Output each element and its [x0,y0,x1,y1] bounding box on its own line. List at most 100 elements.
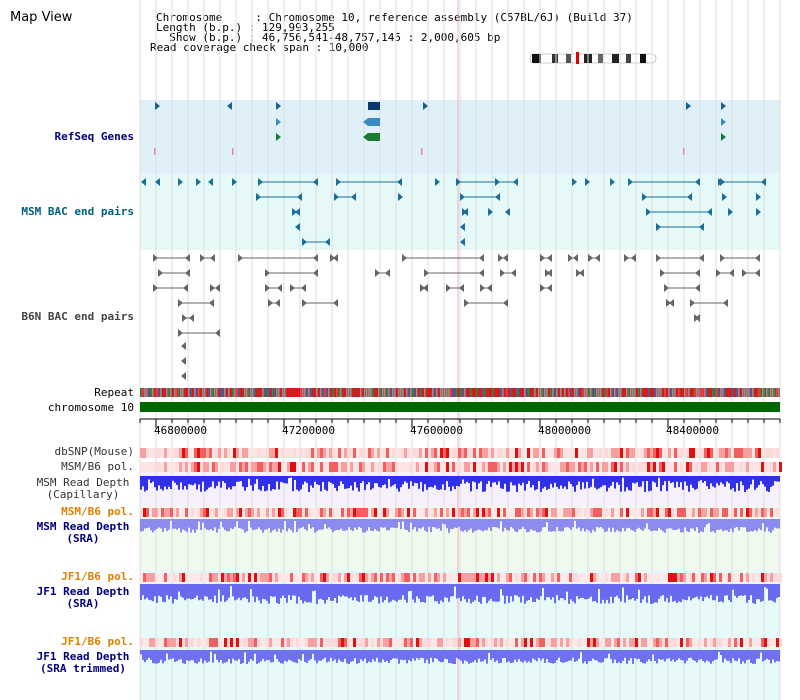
track-label-jf1-depth-sra[interactable]: JF1 Read Depth (SRA) [36,585,130,610]
bac-end-arrow [423,284,428,292]
feature-glyphs[interactable] [141,102,766,380]
chromosome-ideogram[interactable] [529,52,657,64]
repeat-segment [166,388,168,397]
jf1-trim-depth-bar [238,650,240,660]
track-label-msm-b6-pol-sra[interactable]: MSM/B6 pol. [61,505,134,518]
jf1-sra-depth-bar [502,584,504,596]
track-label-repeat[interactable]: Repeat [94,386,134,399]
heat-cell [377,448,380,458]
heatmap-tracks[interactable] [140,448,782,647]
heat-cell [692,448,695,458]
track-label-jf1-depth-trimmed[interactable]: JF1 Read Depth (SRA trimmed) [36,650,130,675]
msm-capillary-depth-bar [200,476,202,492]
msm-sra-depth-bar [214,519,216,528]
heat-cell [284,508,287,517]
msm-sra-depth-bar [308,519,310,525]
jf1-trim-depth-bar [614,650,616,660]
bac-end-arrow [464,299,469,307]
heat-cell [392,462,395,472]
jf1-sra-depth-bar [366,584,368,596]
heat-cell [509,573,512,582]
bac-end-arrow [336,178,341,186]
repeat-segment [144,388,146,397]
msm-sra-depth-bar [380,519,382,528]
heat-cell [671,508,674,517]
repeat-track[interactable] [140,388,780,397]
msm-sra-depth-bar [522,519,524,527]
heat-cell [686,448,689,458]
jf1-trim-depth-bar [300,650,302,661]
msm-capillary-depth-bar [754,476,756,490]
jf1-sra-depth-bar [200,584,202,600]
heat-cell [629,638,632,647]
msm-sra-depth-bar [746,519,748,532]
track-label-jf1-b6-pol-trimmed[interactable]: JF1/B6 pol. [61,635,134,648]
heat-cell [149,573,152,582]
jf1-sra-depth-bar [188,584,190,599]
track-label-refseq[interactable]: RefSeq Genes [54,130,134,143]
repeat-segment [594,388,596,397]
heat-cell [569,462,572,472]
jf1-sra-depth-bar [298,584,300,597]
msm-sra-depth-bar [778,519,780,529]
heat-cell [281,448,284,458]
track-label-b6n-bac[interactable]: B6N BAC end pairs [21,310,134,323]
heat-cell [749,508,752,517]
jf1-trim-depth-bar [710,650,712,664]
repeat-segment [444,388,446,397]
track-label-msm-depth-sra[interactable]: MSM Read Depth (SRA) [36,520,130,545]
repeat-segment [500,388,502,397]
track-label-dbsnp[interactable]: dbSNP(Mouse) [54,445,134,458]
jf1-sra-depth-bar [758,584,760,600]
heat-cell [485,462,488,472]
msm-capillary-depth-bar [624,476,626,492]
jf1-sra-depth-bar [288,584,290,596]
heat-cell [767,448,770,458]
heat-cell [494,638,497,647]
heat-cell [245,448,248,458]
heat-cell [383,448,386,458]
jf1-sra-depth-bar [332,584,334,601]
heat-cell [536,638,539,647]
track-label-msm-b6-pol[interactable]: MSM/B6 pol. [61,460,134,473]
msm-sra-depth-bar [240,519,242,529]
chromosome-bar[interactable] [140,402,780,412]
heat-cell [680,573,683,582]
track-label-msm-bac[interactable]: MSM BAC end pairs [21,205,134,218]
msm-sra-depth-bar [268,519,270,528]
depth-tracks[interactable] [140,476,780,664]
jf1-sra-depth-bar [294,584,296,596]
heat-cell [308,462,311,472]
msm-sra-depth-bar [726,519,728,531]
track-label-chromosome[interactable]: chromosome 10 [47,401,134,414]
jf1-trim-depth-bar [340,650,342,662]
bac-end-arrow [723,299,728,307]
msm-sra-depth-bar [420,519,422,529]
heat-cell [377,462,380,472]
jf1-sra-depth-bar [674,584,676,601]
jf1-trim-depth-bar [546,650,548,659]
heat-cell [683,508,686,517]
msm-sra-depth-bar [516,519,518,533]
msm-sra-depth-bar [450,519,452,529]
feature-arrow [196,178,201,186]
jf1-trim-depth-bar [404,650,406,660]
jf1-sra-depth-bar [386,584,388,597]
track-label-msm-depth-capillary[interactable]: MSM Read Depth (Capillary) [36,476,130,501]
heat-cell [770,573,773,582]
track-label-jf1-b6-pol[interactable]: JF1/B6 pol. [61,570,134,583]
msm-capillary-depth-bar [242,476,244,487]
jf1-trim-depth-bar [230,650,232,664]
repeat-segment [600,388,602,397]
repeat-segment [706,388,708,397]
msm-sra-depth-bar [140,519,142,532]
jf1-trim-depth-bar [650,650,652,662]
heat-cell [350,573,353,582]
heat-cell [464,573,467,582]
jf1-sra-depth-bar [410,584,412,591]
msm-capillary-depth-bar [640,476,642,487]
repeat-segment [210,388,212,397]
heat-cell [266,462,269,472]
msm-sra-depth-bar [598,519,600,528]
